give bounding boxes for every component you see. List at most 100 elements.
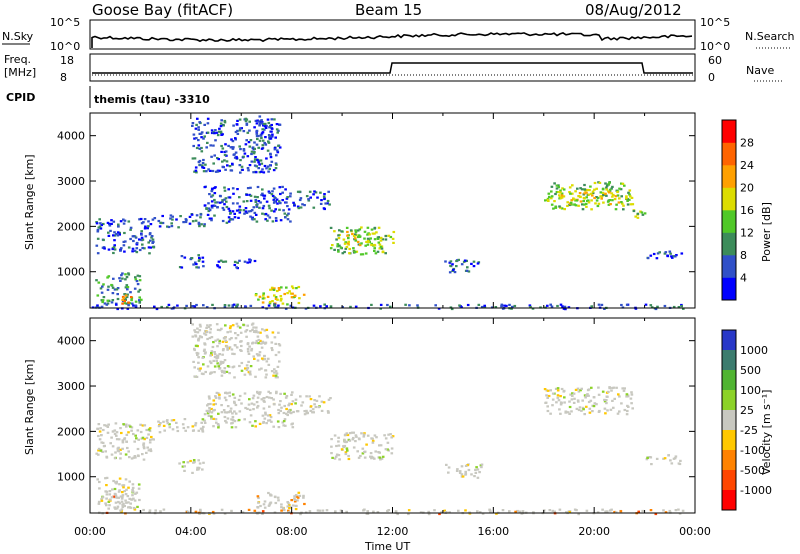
power-cell <box>366 233 369 236</box>
velocity-cell <box>288 503 291 507</box>
power-cell <box>193 170 196 173</box>
velocity-cell <box>554 387 558 390</box>
velocity-cell <box>625 393 629 396</box>
power-cell <box>266 165 270 168</box>
power-cell <box>225 221 229 224</box>
power-cell <box>197 144 201 147</box>
velocity-cell <box>559 412 562 415</box>
power-cell <box>147 220 150 223</box>
power-cell <box>244 143 248 146</box>
velocity-cell <box>145 451 148 454</box>
power-cell <box>620 303 623 307</box>
velocity-cell <box>135 491 139 494</box>
power-cell <box>138 301 141 304</box>
power-cell <box>245 211 249 214</box>
power-cell <box>566 204 569 207</box>
power-cell <box>132 304 135 307</box>
velocity-cell <box>274 495 277 499</box>
power-cell <box>198 121 201 124</box>
power-cell <box>625 303 629 306</box>
power-cell <box>263 125 267 128</box>
power-cell <box>636 212 640 215</box>
velocity-cell <box>282 508 286 512</box>
velocity-cell <box>291 504 295 507</box>
velocity-cell <box>189 459 192 463</box>
x-tick-label: 12:00 <box>377 525 409 538</box>
power-cell <box>119 220 123 223</box>
power-cell <box>323 193 326 196</box>
power-cell <box>557 184 560 187</box>
velocity-cell <box>243 418 246 421</box>
power-cell <box>161 214 164 218</box>
power-cell <box>205 146 208 149</box>
power-cell <box>595 199 599 202</box>
power-cell <box>358 228 362 231</box>
velocity-cell <box>181 465 185 468</box>
power-cell <box>194 166 198 169</box>
power-cell <box>571 184 574 187</box>
velocity-cell <box>348 432 352 435</box>
velocity-cell <box>251 328 254 331</box>
power-cell <box>273 210 276 213</box>
power-cell <box>583 183 586 187</box>
velocity-cell <box>198 329 202 332</box>
power-cell <box>96 252 100 255</box>
velocity-cell <box>254 420 257 423</box>
velocity-cell <box>218 366 222 370</box>
power-cell <box>103 247 106 250</box>
velocity-cell <box>273 368 276 371</box>
velocity-cell <box>277 412 281 415</box>
velocity-cell <box>149 448 152 451</box>
power-cell <box>103 302 107 305</box>
power-cell <box>234 137 237 140</box>
velocity-cell <box>210 411 214 414</box>
velocity-cell <box>362 435 366 438</box>
power-cell <box>238 164 242 167</box>
velocity-cell <box>546 389 550 392</box>
velocity-cell <box>630 402 633 405</box>
velocity-cell <box>626 409 629 413</box>
velocity-cell <box>664 511 668 514</box>
velocity-cell <box>121 441 125 444</box>
velocity-cell <box>609 408 613 411</box>
power-cell <box>297 285 301 289</box>
power-cell <box>127 273 131 276</box>
velocity-cell <box>255 401 259 404</box>
power-cell <box>248 193 251 196</box>
power-cell <box>604 192 607 195</box>
power-cell <box>646 257 650 260</box>
velocity-cell <box>223 371 226 374</box>
power-cell <box>603 307 606 310</box>
velocity-cell <box>280 509 283 512</box>
velocity-cell <box>309 398 313 401</box>
power-cell <box>269 153 272 156</box>
power-cell <box>121 272 124 275</box>
power-cell <box>132 239 135 243</box>
velocity-cell <box>210 415 213 418</box>
velocity-cell <box>580 387 583 390</box>
power-cell <box>224 260 228 263</box>
power-cell <box>206 117 210 120</box>
power-cell <box>341 306 344 309</box>
velocity-cell <box>256 495 260 498</box>
velocity-cell <box>645 458 649 461</box>
power-cell <box>379 303 383 306</box>
power-cell <box>384 238 388 241</box>
power-cell <box>184 220 188 224</box>
power-cell <box>147 241 150 244</box>
power-cell <box>559 206 562 209</box>
velocity-cell <box>133 508 137 511</box>
power-cell <box>675 254 678 257</box>
velocity-cell <box>231 421 234 425</box>
velocity-cell <box>100 441 103 444</box>
velocity-cell <box>286 501 289 504</box>
velocity-cell <box>556 389 560 392</box>
power-cell <box>197 266 200 269</box>
velocity-cell <box>246 324 249 327</box>
velocity-cell <box>264 413 267 416</box>
velocity-cell <box>223 411 227 414</box>
power-cell <box>268 207 271 210</box>
velocity-cell <box>545 394 548 397</box>
power-cell <box>270 193 274 196</box>
power-cell <box>262 123 266 126</box>
